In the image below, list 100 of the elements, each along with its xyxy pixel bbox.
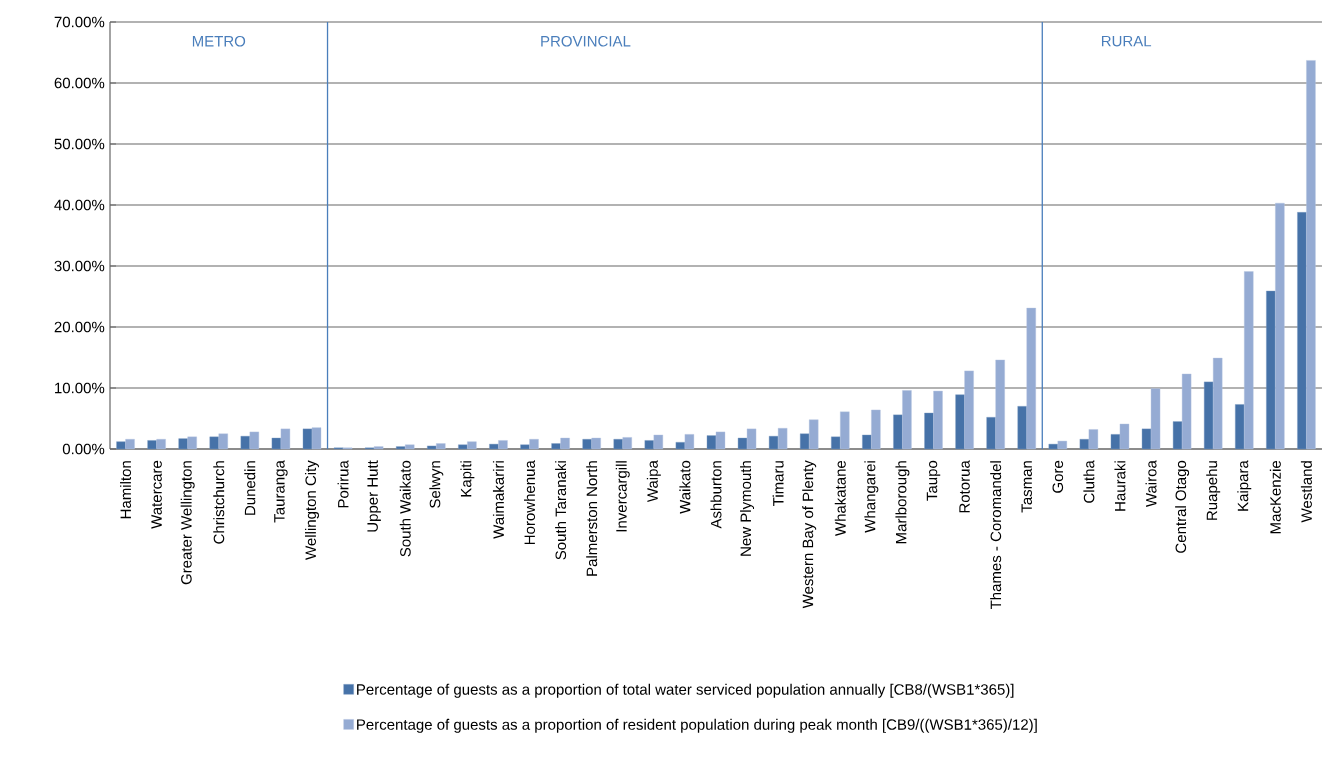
bar	[498, 440, 508, 450]
x-tick-label: Wellington City	[305, 460, 319, 560]
x-tick-label: Central Otago	[1175, 460, 1190, 553]
bar	[737, 437, 748, 450]
x-tick-label: Clutha	[1083, 460, 1095, 503]
bar	[1110, 434, 1121, 450]
bar	[684, 434, 695, 450]
legend-label: Percentage of guests as a proportion of resident population during peak month [CB9/((WSB1*365)/12)]	[357, 718, 1037, 733]
y-tick-label: 20.00%	[54, 321, 105, 333]
x-tick-label: Taupo	[926, 460, 941, 501]
x-tick-label: Selwyn	[429, 461, 444, 508]
bar	[240, 435, 251, 450]
x-tick-label: Timaru	[772, 461, 784, 506]
bar	[582, 439, 592, 450]
bar	[311, 427, 322, 450]
bar	[746, 428, 757, 450]
bar	[209, 436, 219, 450]
bar	[1297, 212, 1307, 450]
bar	[675, 442, 686, 450]
bar	[116, 441, 126, 450]
x-tick-label: Gore	[1052, 460, 1064, 493]
bar	[187, 436, 197, 450]
bar	[1048, 443, 1059, 450]
bar	[1213, 357, 1223, 450]
bar	[777, 428, 788, 450]
x-tick-label: Watercare	[151, 460, 162, 529]
bar	[902, 390, 912, 450]
x-tick-label: Thames - Coromandel	[990, 461, 1002, 610]
x-tick-label: Horowhenua	[524, 460, 536, 545]
bar	[964, 370, 974, 450]
x-tick-label: Tauranga	[274, 460, 288, 523]
bar	[986, 417, 996, 450]
bar	[302, 428, 313, 450]
x-tick-label: Ashburton	[710, 461, 722, 529]
x-tick-label: Western Bay of Plenty	[802, 460, 817, 609]
bar	[768, 435, 779, 450]
bar	[396, 446, 406, 450]
x-tick-label: Rotorua	[959, 460, 970, 513]
bar	[271, 437, 282, 450]
bar	[955, 394, 965, 450]
annotation: METRO	[192, 35, 246, 47]
bar	[1172, 421, 1183, 450]
bar	[995, 359, 1005, 450]
bar	[560, 437, 570, 450]
bar	[178, 438, 188, 450]
bar	[1204, 381, 1214, 450]
bar	[1150, 388, 1161, 450]
annotation: RURAL	[1101, 35, 1152, 47]
x-tick-label: Whakatane	[834, 460, 846, 537]
bar	[622, 437, 632, 450]
bar	[1119, 423, 1130, 450]
bar	[1026, 307, 1036, 450]
x-tick-label: Hamilton	[120, 461, 132, 519]
bar	[147, 440, 157, 450]
bar	[1088, 429, 1099, 450]
x-tick-label: South Taranaki	[555, 461, 567, 560]
bar	[489, 443, 499, 450]
x-tick-label: Whangarei	[864, 461, 879, 533]
x-tick-label: New Plymouth	[740, 461, 755, 556]
bar	[862, 434, 872, 450]
bar	[924, 412, 934, 450]
bar	[551, 443, 561, 450]
bar	[373, 446, 384, 450]
bar	[458, 444, 468, 450]
y-tick-label: 70.00%	[54, 16, 105, 28]
bar	[405, 444, 415, 450]
x-tick-label: Tasman	[1021, 461, 1032, 513]
bar	[893, 414, 903, 450]
bar	[653, 434, 664, 450]
x-tick-label: Wairoa	[1145, 460, 1157, 508]
bar	[1235, 404, 1245, 450]
bar	[156, 439, 166, 450]
x-tick-label: Dunedin	[244, 461, 256, 515]
y-tick-label: 50.00%	[54, 138, 105, 150]
bar	[467, 441, 477, 450]
x-tick-label: Palmerston North	[586, 461, 598, 576]
bar	[1306, 60, 1316, 450]
legend-label: Percentage of guests as a proportion of total water serviced population annually [CB8/(WSB1*365)]	[357, 683, 1014, 698]
bar	[1275, 202, 1285, 450]
bar	[280, 428, 291, 450]
y-tick-label: 40.00%	[54, 199, 105, 211]
bar	[809, 419, 819, 450]
bar	[613, 439, 623, 450]
bar	[715, 431, 726, 450]
x-tick-label: Ruapehu	[1206, 461, 1221, 520]
bar	[1266, 290, 1276, 450]
bar	[218, 433, 228, 450]
y-tick-label: 60.00%	[54, 77, 105, 89]
x-tick-label: Kaipara	[1237, 460, 1252, 511]
bar	[591, 437, 601, 450]
annotation: PROVINCIAL	[541, 35, 631, 47]
x-tick-label: South Waikato	[399, 460, 411, 557]
x-tick-label: Christchurch	[213, 461, 225, 544]
x-tick-label: Waipa	[646, 460, 661, 503]
bar	[249, 431, 260, 450]
bar	[1057, 440, 1068, 450]
bar	[1181, 373, 1192, 450]
y-tick-label: 30.00%	[54, 260, 105, 272]
x-tick-label: Upper Hutt	[367, 460, 381, 532]
bar	[1141, 428, 1152, 450]
